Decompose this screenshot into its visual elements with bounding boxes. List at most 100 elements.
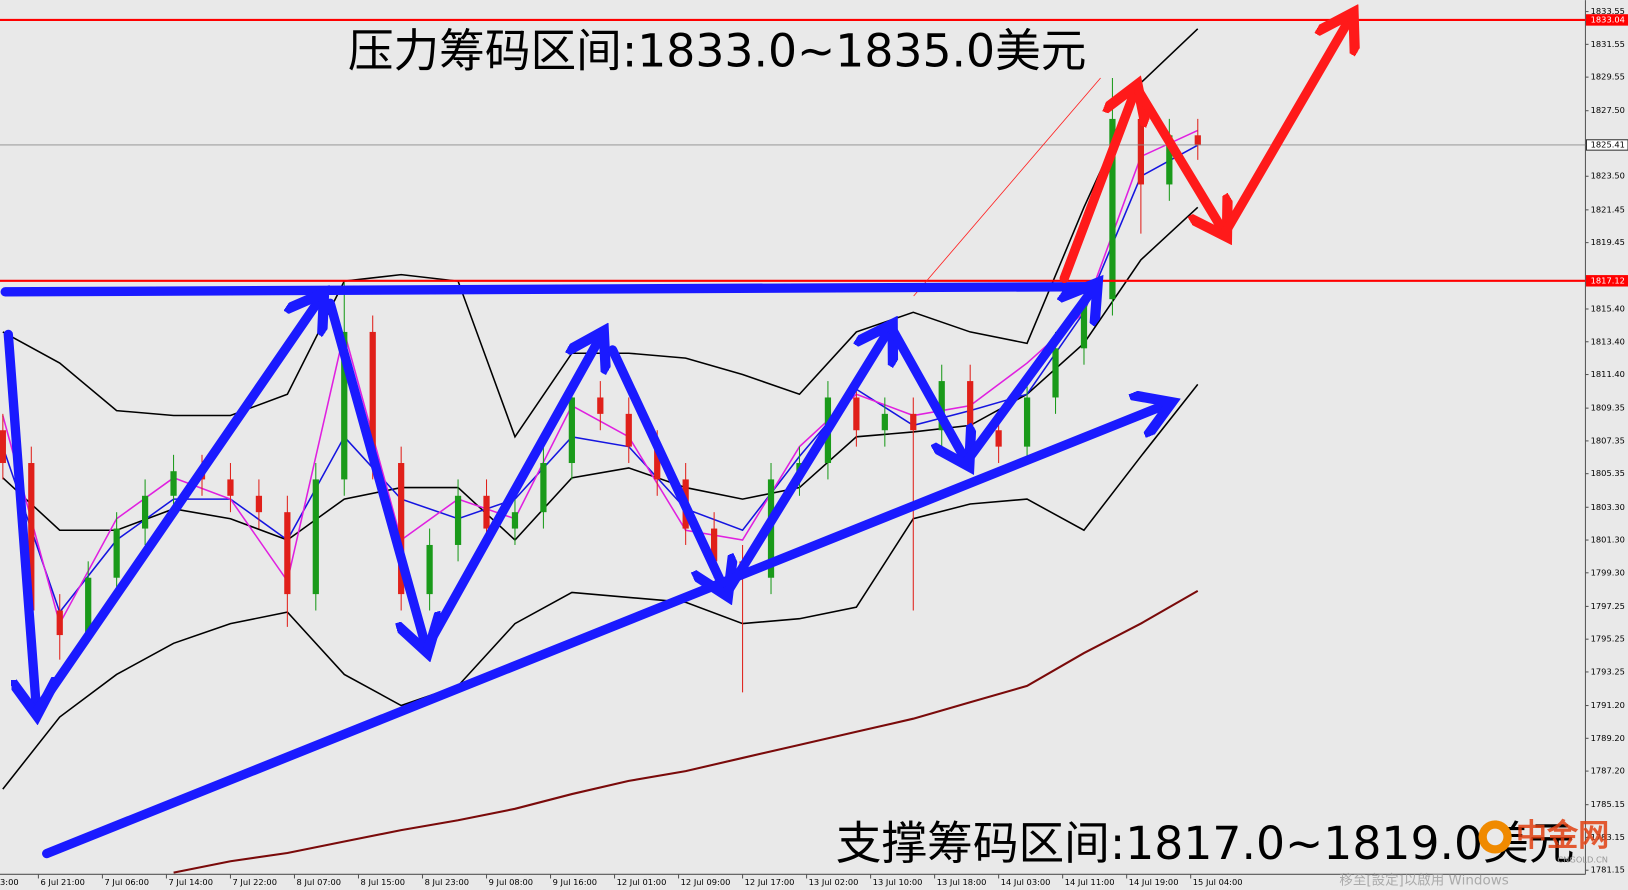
x-tick-label: 13 Jul 10:00 (873, 877, 923, 887)
red-arrow (1134, 86, 1223, 230)
candle-body (1109, 118, 1116, 300)
indicator-line (2, 383, 1199, 790)
level-label-box (1585, 14, 1628, 26)
x-tick-label: 12 Jul 09:00 (681, 877, 731, 887)
y-tick-label: 1809.35 (1591, 403, 1625, 413)
x-tick-label: 8 Jul 15:00 (361, 877, 405, 887)
candle-body (113, 528, 120, 578)
x-tick-label: 14 Jul 03:00 (1001, 877, 1051, 887)
x-tick-label: 7 Jul 14:00 (169, 877, 213, 887)
y-tick-label: 1799.30 (1591, 567, 1625, 577)
y-tick-label: 1815.40 (1591, 303, 1625, 313)
x-tick-label: 13 Jul 02:00 (809, 877, 859, 887)
y-tick-label: 1813.40 (1591, 336, 1625, 346)
candle-body (853, 397, 860, 431)
candle-body (1023, 397, 1031, 447)
candle-body (284, 512, 291, 595)
y-tick-label: 1801.30 (1591, 535, 1625, 545)
windows-watermark: 移至[設定]以啟用 Windows (1339, 873, 1508, 889)
x-tick-label: 12 Jul 17:00 (745, 877, 795, 887)
x-tick-label: 14 Jul 19:00 (1129, 877, 1179, 887)
y-tick-label: 1823.50 (1591, 171, 1625, 181)
candle-body (1137, 118, 1144, 185)
candle-body (0, 430, 6, 464)
y-tick-label: 1797.25 (1591, 601, 1625, 611)
y-tick-label: 1781.15 (1591, 865, 1625, 875)
x-tick-label: 6 Jul 21:00 (40, 877, 84, 887)
candle-body (1166, 135, 1173, 185)
support-annotation: 支撑筹码区间:1817.0~1819.0美元 (836, 817, 1575, 870)
y-tick-label: 1805.35 (1591, 468, 1625, 478)
candle-body (454, 495, 462, 545)
candle-body (426, 544, 433, 595)
candle-body (654, 446, 661, 480)
x-tick-label: 8 Jul 23:00 (425, 877, 469, 887)
blue-arrow (325, 298, 426, 646)
candle-body (711, 528, 718, 562)
y-tick-label: 1789.20 (1591, 733, 1625, 743)
x-tick-label: 14 Jul 11:00 (1065, 877, 1115, 887)
y-tick-label: 1803.30 (1591, 502, 1625, 512)
indicator-line (173, 589, 1199, 874)
y-tick-label: 1829.55 (1591, 72, 1625, 82)
resistance-line (0, 281, 1095, 297)
blue-arrow (724, 330, 889, 595)
indicator-line (2, 206, 1199, 542)
y-tick-label: 1791.20 (1591, 700, 1625, 710)
y-tick-label: 1787.20 (1591, 766, 1625, 776)
candle-body (28, 463, 35, 611)
candle-body (312, 479, 319, 595)
candle-body (483, 495, 490, 529)
axes: 1833.55 1831.55 1829.55 1827.50 1823.50 1821.… (0, 6, 1628, 887)
red-arrow (1059, 91, 1135, 284)
arrows (0, 19, 1350, 859)
level-label-box (1585, 275, 1628, 287)
blue-arrow (607, 345, 725, 590)
y-tick-label: 1807.35 (1591, 435, 1625, 445)
candle-body (369, 331, 376, 464)
x-tick-label: 13 Jul 18:00 (937, 877, 987, 887)
level-label: 1825.41 (1591, 139, 1625, 149)
candle-body (910, 413, 917, 431)
candle-body (141, 495, 149, 529)
x-tick-label: 8 Jul 07:00 (297, 877, 341, 887)
candle-body (398, 463, 405, 595)
resistance-annotation: 压力筹码区间:1833.0~1835.0美元 (348, 25, 1087, 78)
x-tick-label: 7 Jul 06:00 (105, 877, 149, 887)
blue-arrow (962, 289, 1094, 465)
candle-body (341, 331, 348, 480)
candle-body (511, 512, 519, 529)
y-tick-label: 1783.15 (1591, 832, 1625, 842)
x-tick-label: 7 Jul 22:00 (233, 877, 277, 887)
y-tick-label: 1785.15 (1591, 799, 1625, 809)
candle-body (170, 471, 177, 496)
support-arrow (42, 405, 1165, 859)
candle-body (881, 413, 888, 431)
blue-arrow (888, 325, 966, 460)
level-label: 1833.04 (1591, 14, 1625, 24)
candle-body (255, 495, 263, 513)
indicator-line (2, 144, 1199, 614)
x-tick-label: 9 Jul 08:00 (489, 877, 533, 887)
candle-body (1052, 348, 1059, 398)
blue-arrow (31, 299, 319, 716)
blue-arrow (423, 338, 600, 651)
candle-body (540, 463, 547, 513)
candle-body (938, 381, 945, 431)
candle-body (568, 397, 575, 464)
plot-area (0, 28, 1201, 874)
candle-body (56, 610, 63, 636)
x-tick-label: 12 Jul 01:00 (617, 877, 667, 887)
y-tick-label: 1831.55 (1591, 39, 1625, 49)
blue-arrow (3, 329, 36, 708)
y-tick-label: 1819.45 (1591, 237, 1625, 247)
candle-body (85, 577, 92, 636)
logo-icon-inner (1486, 828, 1504, 846)
y-tick-label: 1795.25 (1591, 634, 1625, 644)
x-tick-label: 15 Jul 04:00 (1193, 877, 1243, 887)
logo-text: 中金网 (1516, 818, 1609, 854)
candle-body (967, 381, 974, 431)
trend-line (913, 77, 1101, 297)
